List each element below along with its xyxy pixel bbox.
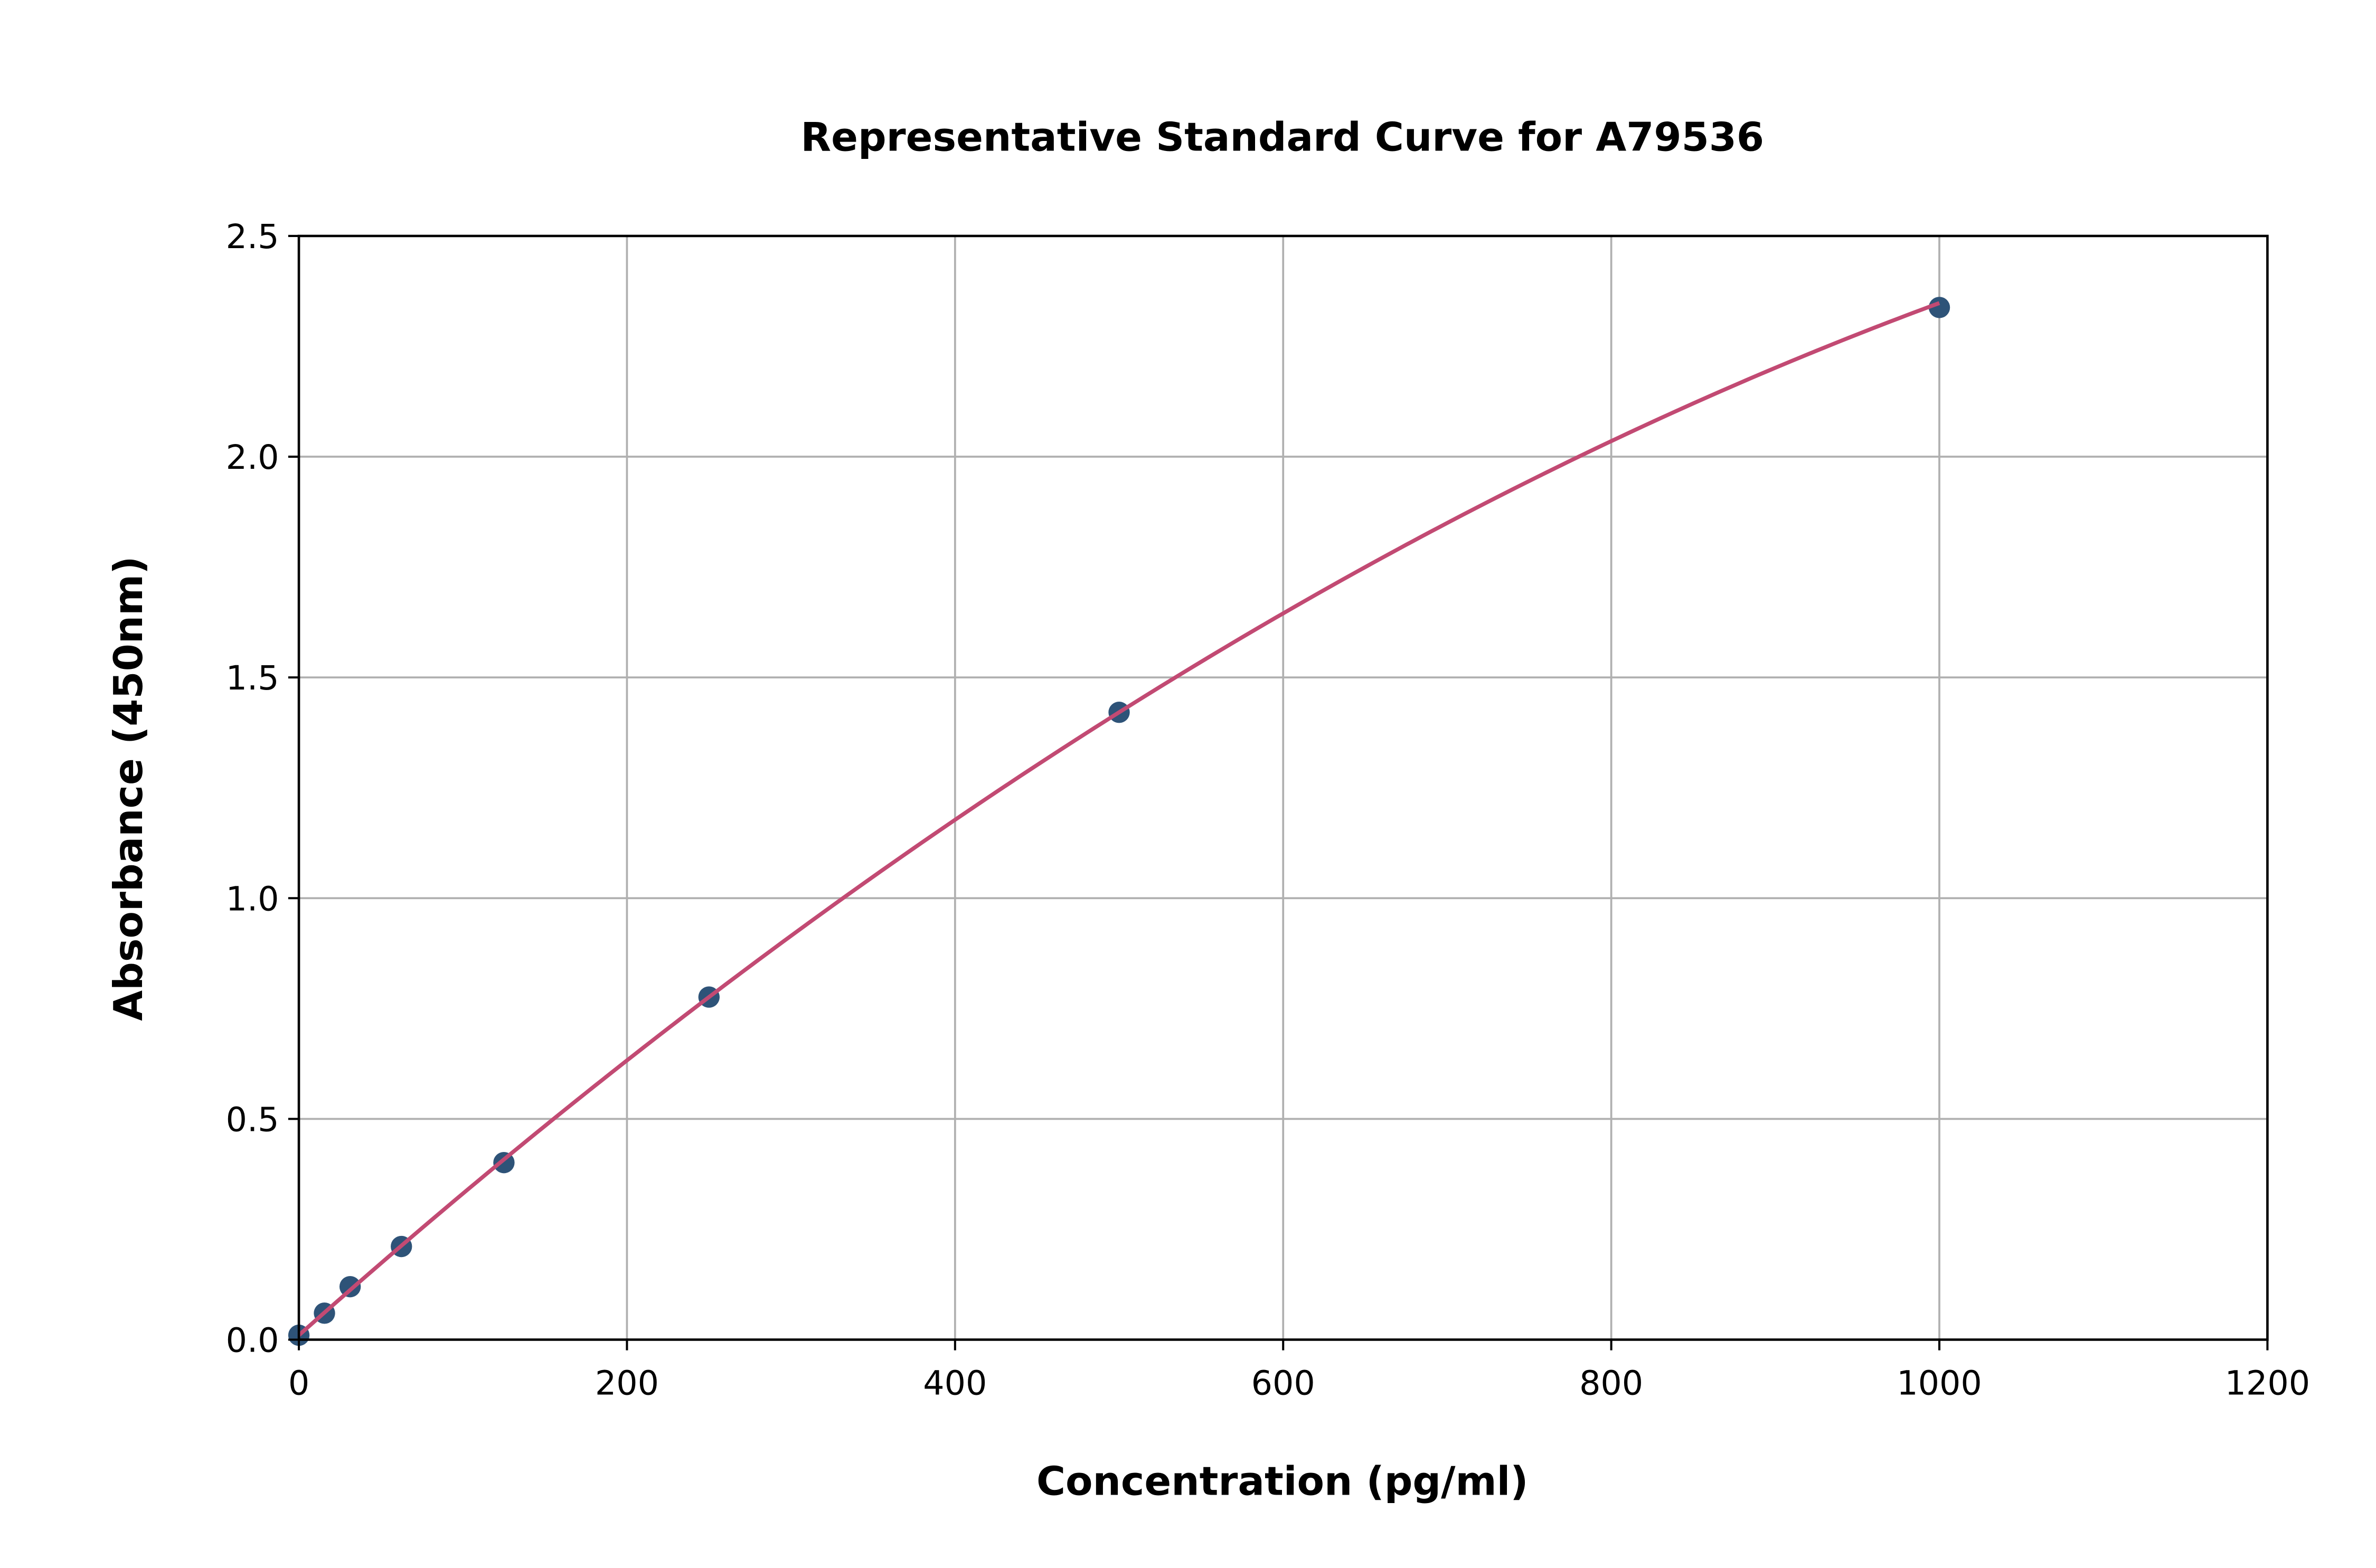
y-axis: 0.0 0.5 1.0 1.5 2.0 2.5 — [226, 217, 299, 1360]
y-tick-label: 2.0 — [226, 438, 279, 477]
x-axis: 0 200 400 600 800 1000 1200 — [288, 1339, 2310, 1402]
y-tick-label: 2.5 — [226, 217, 279, 256]
y-tick-label: 1.0 — [226, 879, 279, 918]
x-tick-label: 400 — [923, 1363, 987, 1402]
y-tick-label: 0.0 — [226, 1321, 279, 1360]
y-tick-label: 0.5 — [226, 1100, 279, 1139]
data-point — [339, 1276, 361, 1298]
x-tick-label: 800 — [1579, 1363, 1643, 1402]
x-tick-label: 0 — [288, 1363, 309, 1402]
x-tick-label: 200 — [595, 1363, 659, 1402]
fit-curve — [297, 301, 1940, 1337]
x-tick-label: 600 — [1251, 1363, 1315, 1402]
fit-curve-group — [297, 301, 1940, 1337]
x-tick-label: 1200 — [2225, 1363, 2310, 1402]
chart-title: Representative Standard Curve for A79536 — [800, 114, 1764, 160]
x-tick-label: 1000 — [1897, 1363, 1982, 1402]
y-axis-label: Absorbance (450nm) — [105, 556, 152, 1021]
y-tick-label: 1.5 — [226, 658, 279, 697]
grid — [298, 235, 2269, 1341]
x-axis-label: Concentration (pg/ml) — [1036, 1458, 1529, 1505]
data-points — [288, 297, 1950, 1346]
data-point — [1928, 297, 1950, 318]
